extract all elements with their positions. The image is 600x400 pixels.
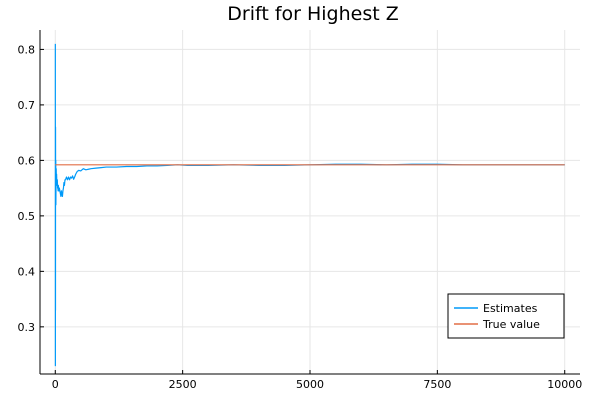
x-tick-label-4: 10000 [547,378,582,391]
y-tick-label-2: 0.5 [18,210,36,223]
legend-box [447,293,565,339]
legend: Estimates True value [447,293,565,339]
x-tick-label-3: 7500 [423,378,451,391]
legend-label-1: True value [482,318,540,331]
y-tick-label-5: 0.8 [18,43,36,56]
grid [40,30,580,374]
y-tick-label-4: 0.7 [18,99,36,112]
x-tick-label-2: 5000 [296,378,324,391]
chart-title: Drift for Highest Z [227,3,399,25]
x-tick-label-0: 0 [52,378,59,391]
x-tick-label-1: 2500 [169,378,197,391]
y-tick-label-1: 0.4 [18,265,36,278]
axes: 0 2500 5000 7500 10000 0.3 0.4 0.5 0.6 0.7 0.8 [18,30,582,391]
legend-label-0: Estimates [483,302,538,315]
y-tick-label-0: 0.3 [18,321,36,334]
y-tick-label-3: 0.6 [18,154,36,167]
series-layer [54,43,565,367]
